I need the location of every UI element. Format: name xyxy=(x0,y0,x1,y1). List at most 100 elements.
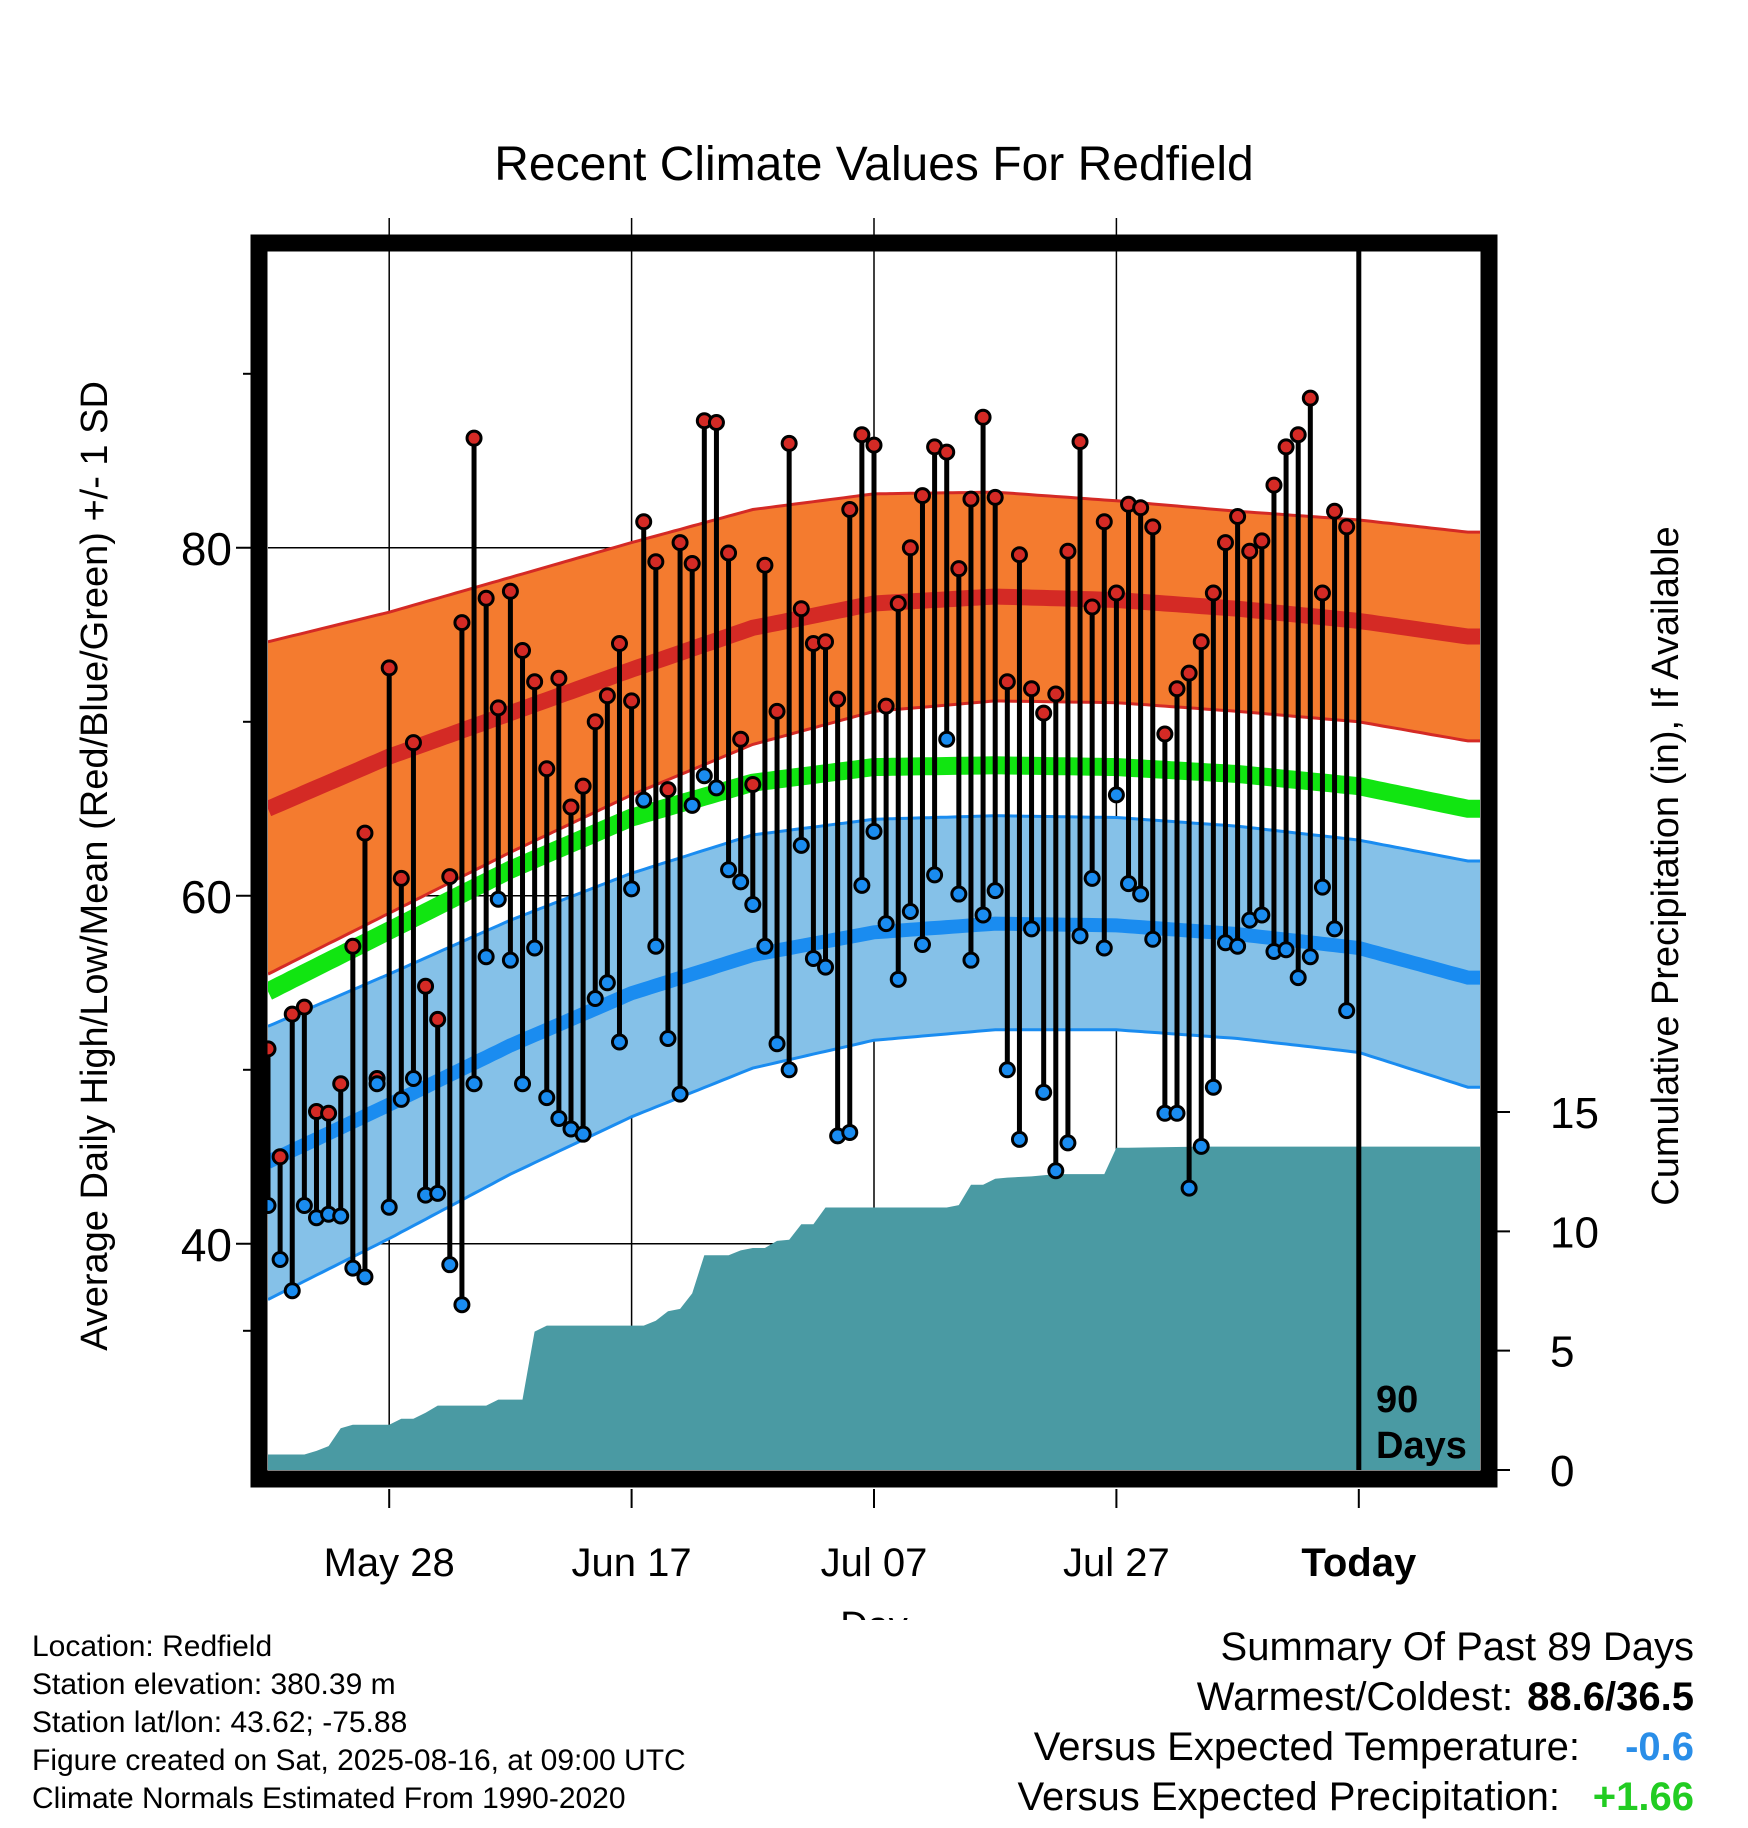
daily-low-point xyxy=(986,882,1004,900)
daily-high-point xyxy=(756,556,774,574)
daily-low-point xyxy=(768,1035,786,1053)
y-axis-left-label: Average Daily High/Low/Mean (Red/Blue/Gr… xyxy=(74,381,116,1351)
station-latlon: Station lat/lon: 43.62; -75.88 xyxy=(32,1706,408,1739)
daily-high-point xyxy=(647,553,665,571)
daily-low-point xyxy=(1289,969,1307,987)
daily-high-point xyxy=(320,1104,338,1122)
daily-low-point xyxy=(1168,1104,1186,1122)
x-tick-label: Jun 17 xyxy=(572,1541,692,1585)
summary-heading: Summary Of Past 89 Days xyxy=(1220,1625,1694,1669)
y-right-tick-label: 15 xyxy=(1550,1089,1599,1138)
daily-low-point xyxy=(404,1070,422,1087)
daily-high-point xyxy=(1107,584,1125,602)
daily-high-point xyxy=(489,699,507,717)
daily-high-point xyxy=(1289,426,1307,444)
x-tick-label: May 28 xyxy=(324,1541,455,1585)
precip-area xyxy=(268,1146,1480,1470)
daily-high-point xyxy=(1156,725,1174,743)
daily-low-point xyxy=(974,906,992,924)
daily-high-point xyxy=(574,777,592,795)
daily-low-point xyxy=(550,1110,568,1128)
daily-low-point xyxy=(610,1033,628,1051)
daily-high-point xyxy=(962,490,980,508)
plot-frame xyxy=(250,234,1498,1488)
precip-vs-expected-value: +1.66 xyxy=(1592,1775,1694,1819)
daily-low-point xyxy=(671,1085,689,1103)
daily-high-point xyxy=(683,554,701,572)
y-left-tick-label: 60 xyxy=(181,871,232,923)
daily-high-point xyxy=(1132,499,1150,517)
daily-low-point xyxy=(889,970,907,988)
daily-low-point xyxy=(441,1256,459,1274)
daily-low-point xyxy=(514,1075,532,1093)
daily-high-point xyxy=(635,513,653,531)
daily-high-point xyxy=(913,487,931,505)
daily-high-point xyxy=(829,690,847,708)
summary-temp-row: Versus Expected Temperature: -0.6 xyxy=(1017,1722,1694,1772)
daily-high-point xyxy=(1326,502,1344,520)
daily-low-point xyxy=(647,937,665,955)
daily-high-point xyxy=(271,1148,289,1166)
daily-low-point xyxy=(1313,878,1331,896)
daily-high-point xyxy=(598,687,616,705)
y-axis-right-label: Cumulative Precipitation (in), If Availa… xyxy=(1645,526,1687,1205)
daily-high-point xyxy=(998,673,1016,691)
daily-low-point xyxy=(1083,869,1101,887)
daily-high-point xyxy=(1204,584,1222,602)
daily-low-point xyxy=(429,1184,447,1202)
daily-high-point xyxy=(1313,584,1331,602)
daily-low-point xyxy=(817,958,835,976)
daily-high-point xyxy=(1023,680,1041,698)
daily-high-point xyxy=(453,614,471,632)
daily-low-point xyxy=(1023,920,1041,938)
daily-low-point xyxy=(1229,937,1247,955)
daily-high-point xyxy=(1035,704,1053,722)
daily-low-point xyxy=(707,779,725,797)
daily-high-point xyxy=(1216,534,1234,552)
daily-low-point xyxy=(1107,786,1125,804)
daily-low-point xyxy=(1132,885,1150,903)
daily-high-point xyxy=(392,869,410,887)
daily-range-sticks xyxy=(265,398,1350,1305)
daily-low-point xyxy=(1180,1179,1198,1197)
daily-high-point xyxy=(610,635,628,652)
plot-border xyxy=(250,234,1498,1488)
normals-period: Climate Normals Estimated From 1990-2020 xyxy=(32,1782,626,1815)
daily-low-point xyxy=(841,1123,859,1141)
station-elevation: Station elevation: 380.39 m xyxy=(32,1668,396,1701)
daily-low-point xyxy=(877,915,895,933)
daily-high-point xyxy=(707,414,725,432)
daily-high-point xyxy=(295,998,313,1016)
daily-low-point xyxy=(1120,875,1138,893)
temp-vs-expected-value: -0.6 xyxy=(1625,1725,1694,1769)
daily-low-point xyxy=(623,880,641,898)
daily-high-point xyxy=(501,582,519,600)
daily-low-point xyxy=(1144,930,1162,948)
daily-high-point xyxy=(283,1005,301,1023)
daily-high-point xyxy=(865,436,883,454)
daily-low-point xyxy=(853,876,871,894)
daily-high-point xyxy=(586,713,604,731)
warm-cold-value: 88.6/36.5 xyxy=(1527,1675,1694,1719)
daily-high-point xyxy=(1253,532,1271,550)
daily-high-point xyxy=(1180,664,1198,682)
daily-high-point xyxy=(1047,685,1065,703)
daily-low-point xyxy=(1253,906,1271,924)
daily-low-point xyxy=(1338,1002,1356,1020)
daily-low-point xyxy=(489,890,507,908)
daily-low-point xyxy=(804,949,822,967)
daily-low-point xyxy=(756,937,774,955)
daily-low-point xyxy=(392,1090,410,1108)
daily-low-point xyxy=(465,1075,483,1093)
axes: 40 60 80 0 5 10 15 May 28 Jun 17 Jul 07 Jul 27 Toda… xyxy=(181,372,1599,1585)
daily-high-point xyxy=(780,434,798,452)
today-label-line1: 90 xyxy=(1376,1379,1418,1421)
daily-high-point xyxy=(526,673,544,691)
daily-high-point xyxy=(1241,542,1259,560)
daily-low-point xyxy=(586,989,604,1007)
daily-low-point xyxy=(780,1061,798,1079)
daily-low-point xyxy=(635,791,653,809)
daily-low-point xyxy=(1204,1078,1222,1096)
daily-high-point xyxy=(344,937,362,955)
daily-low-point xyxy=(913,936,931,954)
